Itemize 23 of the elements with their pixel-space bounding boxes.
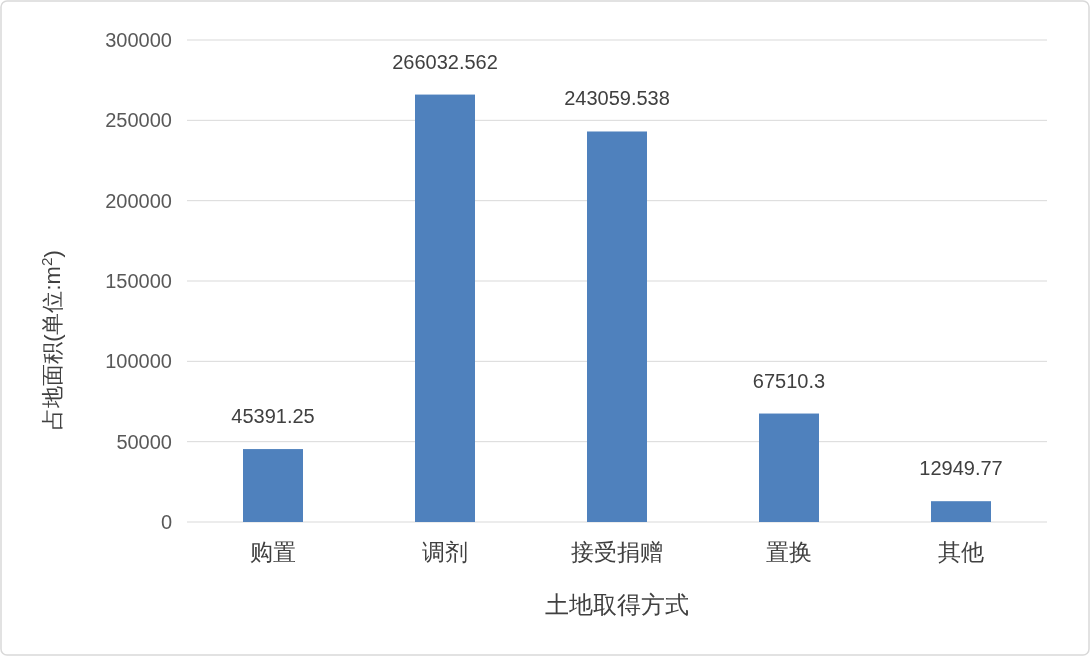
y-tick-label: 300000 xyxy=(105,29,172,51)
bar xyxy=(587,131,647,522)
y-tick-label: 200000 xyxy=(105,189,172,212)
bar xyxy=(415,94,475,522)
bar xyxy=(243,449,303,522)
y-tick-label: 50000 xyxy=(116,430,172,453)
x-tick-label: 调剂 xyxy=(422,539,468,565)
x-tick-label: 其他 xyxy=(938,539,984,565)
bar xyxy=(931,501,991,522)
data-label: 266032.562 xyxy=(392,50,498,73)
x-tick-label: 购置 xyxy=(250,539,296,565)
y-tick-label: 250000 xyxy=(105,109,172,132)
y-tick-label: 150000 xyxy=(105,270,172,292)
y-tick-label: 0 xyxy=(160,511,172,533)
data-label: 67510.3 xyxy=(752,369,826,392)
y-tick-label: 100000 xyxy=(105,350,172,373)
data-label: 12949.77 xyxy=(919,457,1003,480)
x-tick-label: 置换 xyxy=(766,539,812,565)
bar xyxy=(759,413,819,522)
x-axis-title: 土地取得方式 xyxy=(545,591,689,618)
data-label: 243059.538 xyxy=(564,87,670,110)
data-label: 45391.25 xyxy=(231,405,315,428)
x-tick-label: 接受捐赠 xyxy=(571,539,663,565)
